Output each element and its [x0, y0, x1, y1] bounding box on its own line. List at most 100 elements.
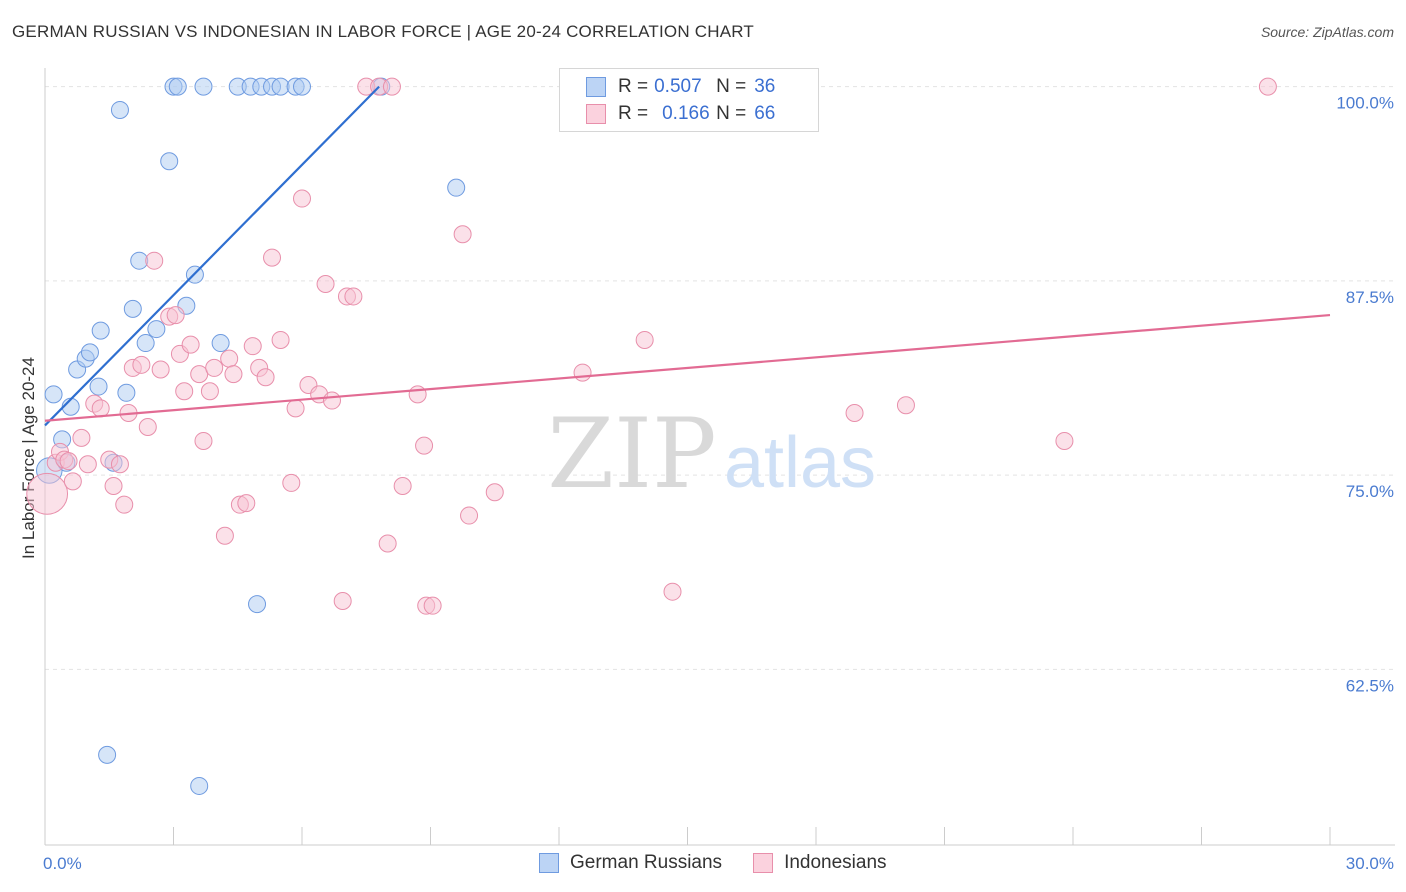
legend-label: German Russians	[570, 852, 723, 873]
point-german-russians	[91, 321, 110, 340]
x-tick-labels: 0.0% 30.0%	[43, 854, 1394, 873]
r-value: 0.507	[654, 76, 702, 97]
point-german-russians	[110, 100, 129, 119]
chart-title: GERMAN RUSSIAN VS INDONESIAN IN LABOR FO…	[12, 22, 754, 41]
point-indonesians	[344, 287, 363, 306]
point-german-russians	[80, 343, 99, 362]
point-indonesians	[138, 417, 157, 436]
x-tick-label: 0.0%	[43, 854, 82, 873]
y-tick-label: 75.0%	[1346, 482, 1394, 501]
point-indonesians	[194, 431, 213, 450]
x-tick-label: 30.0%	[1346, 854, 1394, 873]
axes	[44, 68, 1395, 846]
point-german-russians	[293, 77, 311, 96]
n-label: N =	[716, 76, 747, 97]
y-tick-label: 62.5%	[1346, 676, 1394, 695]
legend-item-indonesians[interactable]: Indonesians	[753, 852, 887, 874]
point-indonesians	[224, 365, 243, 384]
point-german-russians	[44, 385, 63, 404]
point-indonesians	[151, 360, 170, 379]
point-indonesians	[166, 306, 185, 325]
point-indonesians	[243, 337, 262, 356]
point-indonesians	[110, 455, 129, 474]
point-german-russians	[123, 299, 142, 318]
point-indonesians	[72, 428, 91, 447]
legend-swatch-pink	[753, 853, 774, 873]
watermark: ZIP atlas	[547, 398, 876, 510]
point-indonesians	[132, 355, 151, 374]
point-indonesians	[63, 472, 82, 491]
point-indonesians	[415, 436, 434, 455]
point-indonesians	[485, 483, 504, 502]
point-indonesians	[663, 582, 682, 601]
r-label: R =	[618, 76, 649, 97]
y-axis-label: In Labor Force | Age 20-24	[19, 357, 38, 559]
point-indonesians	[200, 382, 219, 401]
point-indonesians	[460, 506, 479, 525]
point-indonesians	[104, 477, 123, 496]
point-indonesians	[115, 495, 134, 514]
source-credit: Source: ZipAtlas.com	[1260, 24, 1394, 40]
point-indonesians	[378, 534, 397, 553]
point-indonesians	[453, 225, 472, 244]
point-indonesians	[293, 189, 311, 208]
n-label: N =	[716, 103, 747, 124]
trendline-indonesians	[44, 313, 1331, 422]
point-indonesians	[393, 477, 412, 496]
point-indonesians	[333, 592, 352, 611]
trendline-german-russians	[44, 85, 380, 427]
point-indonesians	[845, 403, 864, 422]
y-tick-labels: 100.0% 87.5% 75.0% 62.5%	[1336, 94, 1394, 696]
point-indonesians	[382, 77, 401, 96]
point-indonesians	[190, 365, 209, 384]
point-german-russians	[211, 334, 230, 353]
point-indonesians	[26, 472, 69, 515]
point-indonesians	[316, 275, 335, 294]
point-indonesians	[423, 596, 442, 615]
point-indonesians	[256, 368, 275, 387]
point-indonesians	[573, 363, 592, 382]
point-german-russians	[98, 745, 117, 764]
point-german-russians	[190, 776, 209, 795]
point-indonesians	[322, 391, 341, 410]
point-indonesians	[59, 452, 78, 471]
legend-item-german-russians[interactable]: German Russians	[539, 852, 722, 874]
watermark-zip: ZIP	[547, 398, 716, 510]
point-indonesians	[408, 385, 427, 404]
point-indonesians	[271, 330, 290, 349]
point-german-russians	[136, 334, 155, 353]
point-indonesians	[896, 396, 915, 415]
watermark-atlas: atlas	[724, 423, 876, 503]
point-indonesians	[78, 455, 97, 474]
point-indonesians	[205, 358, 224, 377]
trendlines	[44, 85, 1331, 427]
n-value: 36	[754, 76, 776, 97]
y-tick-label: 100.0%	[1336, 94, 1394, 113]
point-indonesians	[237, 494, 256, 513]
stats-legend: R = 0.507 N = 36 R = 0.166 N = 66	[559, 68, 819, 132]
n-value: 66	[754, 103, 776, 124]
point-german-russians	[147, 320, 166, 339]
point-indonesians	[1258, 77, 1277, 96]
series-legend: German Russians Indonesians	[539, 852, 918, 874]
point-indonesians	[145, 251, 164, 270]
point-indonesians	[286, 399, 305, 418]
legend-row-german-russians: R = 0.507 N = 36	[586, 75, 775, 99]
point-german-russians	[160, 152, 179, 171]
legend-swatch-blue	[539, 853, 559, 873]
legend-swatch-pink	[586, 104, 606, 124]
point-german-russians	[89, 377, 108, 396]
point-german-russians	[168, 77, 187, 96]
point-german-russians	[248, 595, 267, 614]
point-indonesians	[282, 473, 301, 492]
point-indonesians	[1055, 431, 1074, 450]
point-indonesians	[215, 526, 234, 545]
point-indonesians	[635, 330, 654, 349]
point-indonesians	[175, 382, 194, 401]
gridlines	[45, 86, 1395, 670]
r-label: R =	[618, 103, 649, 124]
point-german-russians	[130, 251, 149, 270]
point-german-russians	[117, 383, 136, 402]
point-indonesians	[220, 349, 239, 368]
